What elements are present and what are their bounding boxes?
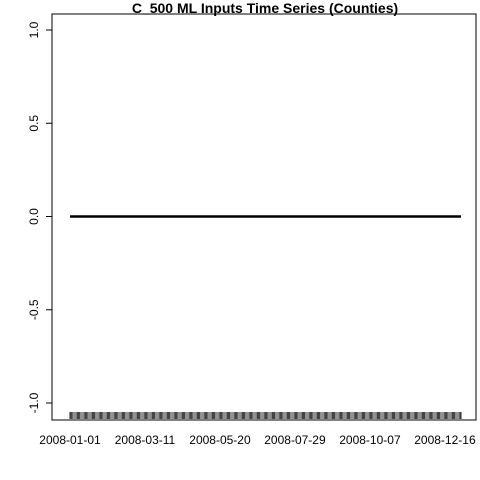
x-tick-label: 2008-01-01 (39, 433, 101, 447)
y-axis: -1.0 -0.5 0.0 0.5 1.0 (27, 21, 52, 413)
chart-title: C_500 ML Inputs Time Series (Counties) (132, 0, 398, 16)
x-tick-label: 2008-05-20 (189, 433, 251, 447)
x-tick-label: 2008-12-16 (414, 433, 476, 447)
y-tick-label: -0.5 (27, 299, 41, 320)
rug-layer (69, 412, 462, 419)
x-axis: 2008-01-01 2008-03-11 2008-05-20 2008-07-29… (39, 433, 476, 447)
x-tick-label: 2008-07-29 (264, 433, 326, 447)
y-tick-label: 0.5 (27, 115, 41, 132)
y-tick-label: -1.0 (27, 392, 41, 413)
x-tick-label: 2008-03-11 (115, 433, 176, 447)
y-tick-label: 0.0 (27, 208, 41, 225)
x-tick-label: 2008-10-07 (339, 433, 401, 447)
y-tick-label: 1.0 (27, 21, 41, 38)
